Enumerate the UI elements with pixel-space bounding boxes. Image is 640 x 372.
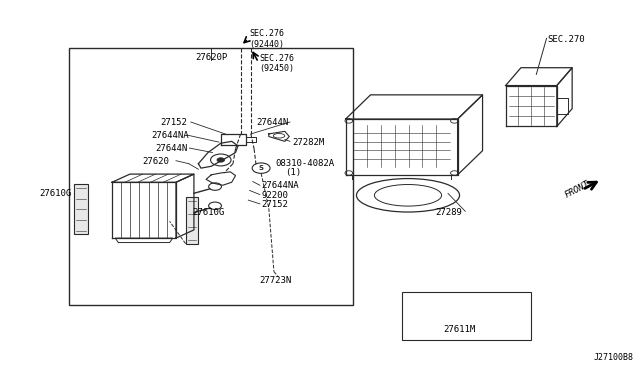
Text: (1): (1) <box>285 169 301 177</box>
Text: SEC.276
(92440): SEC.276 (92440) <box>250 29 285 49</box>
Text: 27644NA: 27644NA <box>261 182 299 190</box>
Text: 92200: 92200 <box>261 191 288 200</box>
Text: 27644N: 27644N <box>256 118 288 127</box>
Bar <box>74 184 88 234</box>
Bar <box>402 292 531 340</box>
Text: 27723N: 27723N <box>259 276 291 285</box>
Text: 27289: 27289 <box>435 208 462 217</box>
Bar <box>69 48 353 305</box>
Text: 27152: 27152 <box>160 118 187 127</box>
Text: 27152: 27152 <box>261 200 288 209</box>
Circle shape <box>217 158 225 162</box>
Text: 27282M: 27282M <box>292 138 324 147</box>
Text: SEC.276
(92450): SEC.276 (92450) <box>259 54 294 73</box>
Text: 27620P: 27620P <box>195 53 227 62</box>
Text: 27610G: 27610G <box>40 189 72 198</box>
Text: 08310-4082A: 08310-4082A <box>275 159 334 168</box>
Text: 27644NA: 27644NA <box>151 131 189 140</box>
Text: FRONT: FRONT <box>563 179 591 200</box>
Text: 27610G: 27610G <box>192 208 224 217</box>
Text: SEC.270: SEC.270 <box>548 35 586 44</box>
Text: S: S <box>259 165 264 171</box>
Text: J27100B8: J27100B8 <box>594 353 634 362</box>
Text: 27620: 27620 <box>142 157 169 166</box>
Text: 27611M: 27611M <box>444 325 476 334</box>
Text: 27644N: 27644N <box>155 144 187 153</box>
Bar <box>186 197 198 244</box>
